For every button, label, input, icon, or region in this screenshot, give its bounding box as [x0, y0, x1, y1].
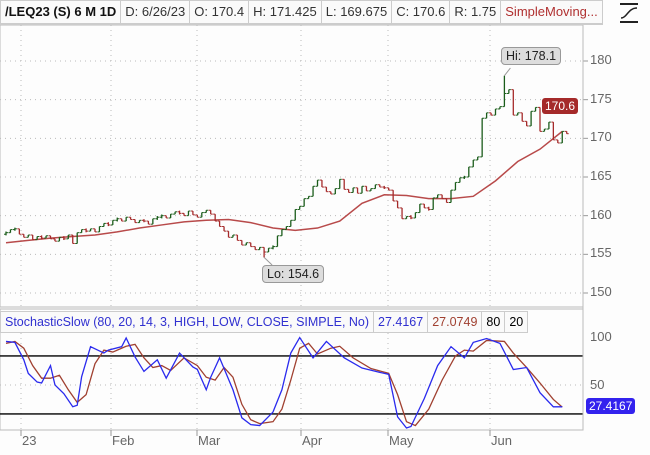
moving-average-study-label[interactable]: SimpleMoving... — [501, 0, 603, 24]
low-callout-pointer — [263, 257, 273, 266]
line-style-icon[interactable] — [618, 2, 640, 24]
date-tick-label: Mar — [198, 433, 221, 448]
price-tick-label: 180 — [590, 52, 612, 67]
price-tick-label: 175 — [590, 90, 612, 106]
date-value: D: 6/26/23 — [121, 0, 191, 24]
stochastic-k-value: 27.4167 — [374, 311, 429, 333]
low-value: L: 169.675 — [321, 0, 393, 24]
low-callout: Lo: 154.6 — [262, 265, 325, 283]
price-tick-label: 165 — [590, 168, 612, 183]
quote-header: /LEQ23 (S) 6 M 1D D: 6/26/23 O: 170.4 H:… — [0, 0, 603, 25]
date-tick-label: 23 — [22, 433, 37, 448]
date-tick-label: Feb — [112, 433, 135, 448]
stochastic-title[interactable]: StochasticSlow (80, 20, 14, 3, HIGH, LOW… — [0, 311, 375, 333]
stochastic-k-line — [5, 336, 563, 429]
symbol-label[interactable]: /LEQ23 (S) 6 M 1D — [0, 0, 122, 24]
price-tick-label: 160 — [590, 206, 612, 222]
overbought-value: 80 — [482, 311, 506, 333]
oversold-value: 20 — [505, 311, 529, 333]
stochastic-header: StochasticSlow (80, 20, 14, 3, HIGH, LOW… — [0, 311, 529, 333]
moving-average-line — [5, 130, 563, 244]
stochastic-badge: 27.4167 — [586, 398, 636, 414]
range-value: R: 1.75 — [450, 0, 502, 24]
price-tick-label: 155 — [590, 245, 612, 261]
stochastic-d-line — [5, 339, 563, 427]
last-price-badge: 170.6 — [542, 98, 579, 114]
close-value: C: 170.6 — [392, 0, 451, 24]
date-tick-label: Apr — [302, 433, 323, 448]
date-tick-label: Jun — [491, 433, 512, 448]
price-tick-label: 150 — [590, 284, 612, 300]
stoch-tick-label: 50 — [590, 377, 605, 392]
stoch-tick-label: 100 — [590, 329, 612, 344]
price-tick-label: 170 — [590, 129, 612, 145]
open-value: O: 170.4 — [190, 0, 250, 24]
stochastic-d-value: 27.0749 — [428, 311, 483, 333]
high-callout: Hi: 178.1 — [501, 47, 562, 65]
price-pane — [0, 24, 584, 308]
high-callout-pointer — [504, 67, 511, 77]
date-tick-label: May — [389, 433, 414, 448]
high-value: H: 171.425 — [249, 0, 322, 24]
